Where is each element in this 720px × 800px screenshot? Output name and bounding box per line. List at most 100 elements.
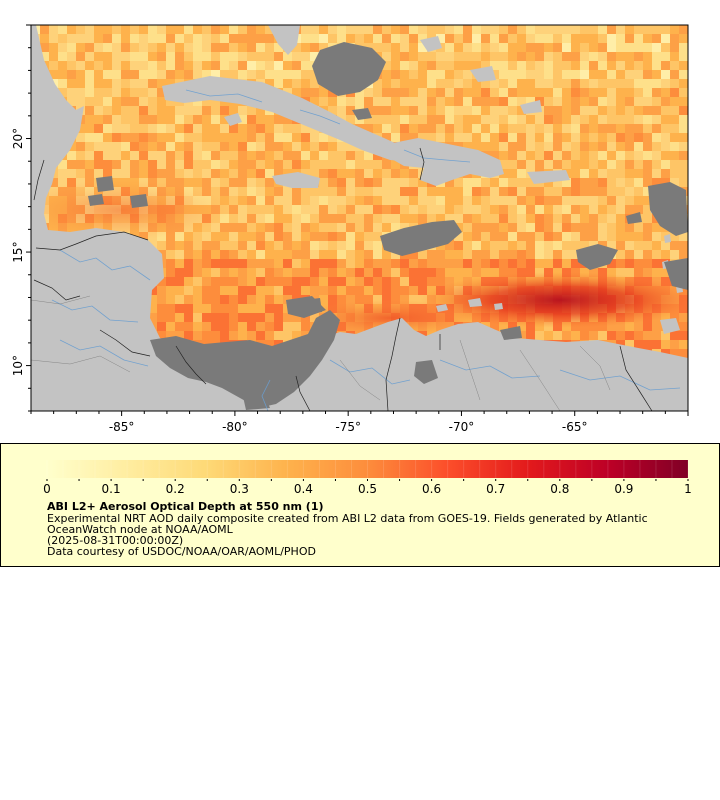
aod-cell <box>400 196 409 205</box>
aod-cell <box>373 187 382 196</box>
aod-cell <box>400 52 409 61</box>
aod-cell <box>175 70 184 79</box>
aod-cell <box>526 133 535 142</box>
aod-cell <box>571 205 580 214</box>
aod-cell <box>526 79 535 88</box>
aod-cell <box>544 178 553 187</box>
aod-cell <box>130 133 139 142</box>
aod-cell <box>238 259 247 268</box>
aod-cell <box>499 79 508 88</box>
aod-cell <box>499 250 508 259</box>
aod-cell <box>562 259 571 268</box>
aod-cell <box>337 205 346 214</box>
aod-cell <box>607 133 616 142</box>
aod-cell <box>445 205 454 214</box>
aod-cell <box>508 151 517 160</box>
aod-cell <box>445 214 454 223</box>
aod-cell <box>481 205 490 214</box>
aod-cell <box>274 196 283 205</box>
aod-cell <box>526 34 535 43</box>
aod-cell <box>247 223 256 232</box>
aod-cell <box>247 259 256 268</box>
aod-cell <box>58 34 67 43</box>
aod-cell <box>292 205 301 214</box>
aod-cell <box>175 106 184 115</box>
aod-cell <box>355 97 364 106</box>
aod-cell <box>670 331 679 340</box>
aod-cell <box>346 250 355 259</box>
aod-cell <box>238 295 247 304</box>
aod-cell <box>454 178 463 187</box>
aod-cell <box>508 178 517 187</box>
aod-cell <box>328 259 337 268</box>
aod-cell <box>247 295 256 304</box>
aod-cell <box>238 115 247 124</box>
aod-cell <box>508 106 517 115</box>
aod-cell <box>112 133 121 142</box>
aod-cell <box>463 232 472 241</box>
aod-cell <box>427 277 436 286</box>
aod-cell <box>229 259 238 268</box>
aod-cell <box>625 169 634 178</box>
aod-cell <box>670 313 679 322</box>
aod-cell <box>436 187 445 196</box>
aod-cell <box>274 70 283 79</box>
aod-cell <box>625 142 634 151</box>
aod-cell <box>418 34 427 43</box>
aod-cell <box>310 151 319 160</box>
aod-cell <box>166 295 175 304</box>
aod-cell <box>265 151 274 160</box>
aod-cell <box>436 97 445 106</box>
aod-cell <box>274 232 283 241</box>
aod-cell <box>49 70 58 79</box>
aod-cell <box>679 79 688 88</box>
aod-cell <box>544 115 553 124</box>
aod-cell <box>220 106 229 115</box>
aod-cell <box>265 232 274 241</box>
aod-cell <box>409 268 418 277</box>
aod-cell <box>409 133 418 142</box>
aod-cell <box>571 259 580 268</box>
aod-cell <box>130 142 139 151</box>
aod-cell <box>355 169 364 178</box>
aod-cell <box>634 124 643 133</box>
aod-cell <box>580 223 589 232</box>
aod-cell <box>301 268 310 277</box>
aod-cell <box>364 88 373 97</box>
aod-cell <box>490 142 499 151</box>
aod-cell <box>679 241 688 250</box>
aod-cell <box>454 97 463 106</box>
aod-cell <box>202 178 211 187</box>
aod-cell <box>571 106 580 115</box>
aod-cell <box>526 250 535 259</box>
aod-cell <box>238 34 247 43</box>
aod-cell <box>400 88 409 97</box>
aod-cell <box>346 115 355 124</box>
aod-cell <box>166 268 175 277</box>
aod-cell <box>283 61 292 70</box>
aod-cell <box>265 196 274 205</box>
aod-cell <box>184 286 193 295</box>
aod-cell <box>508 250 517 259</box>
aod-cell <box>589 331 598 340</box>
aod-cell <box>652 43 661 52</box>
aod-cell <box>283 331 292 340</box>
aod-cell <box>283 241 292 250</box>
aod-cell <box>634 178 643 187</box>
aod-cell <box>184 232 193 241</box>
aod-cell <box>184 106 193 115</box>
aod-cell <box>166 322 175 331</box>
aod-cell <box>634 151 643 160</box>
aod-cell <box>166 34 175 43</box>
aod-cell <box>283 205 292 214</box>
aod-cell <box>481 250 490 259</box>
aod-cell <box>328 214 337 223</box>
aod-cell <box>526 187 535 196</box>
aod-cell <box>481 34 490 43</box>
aod-cell <box>202 151 211 160</box>
aod-cell <box>526 52 535 61</box>
aod-cell <box>418 133 427 142</box>
aod-cell <box>616 151 625 160</box>
aod-cell <box>472 259 481 268</box>
aod-cell <box>580 196 589 205</box>
